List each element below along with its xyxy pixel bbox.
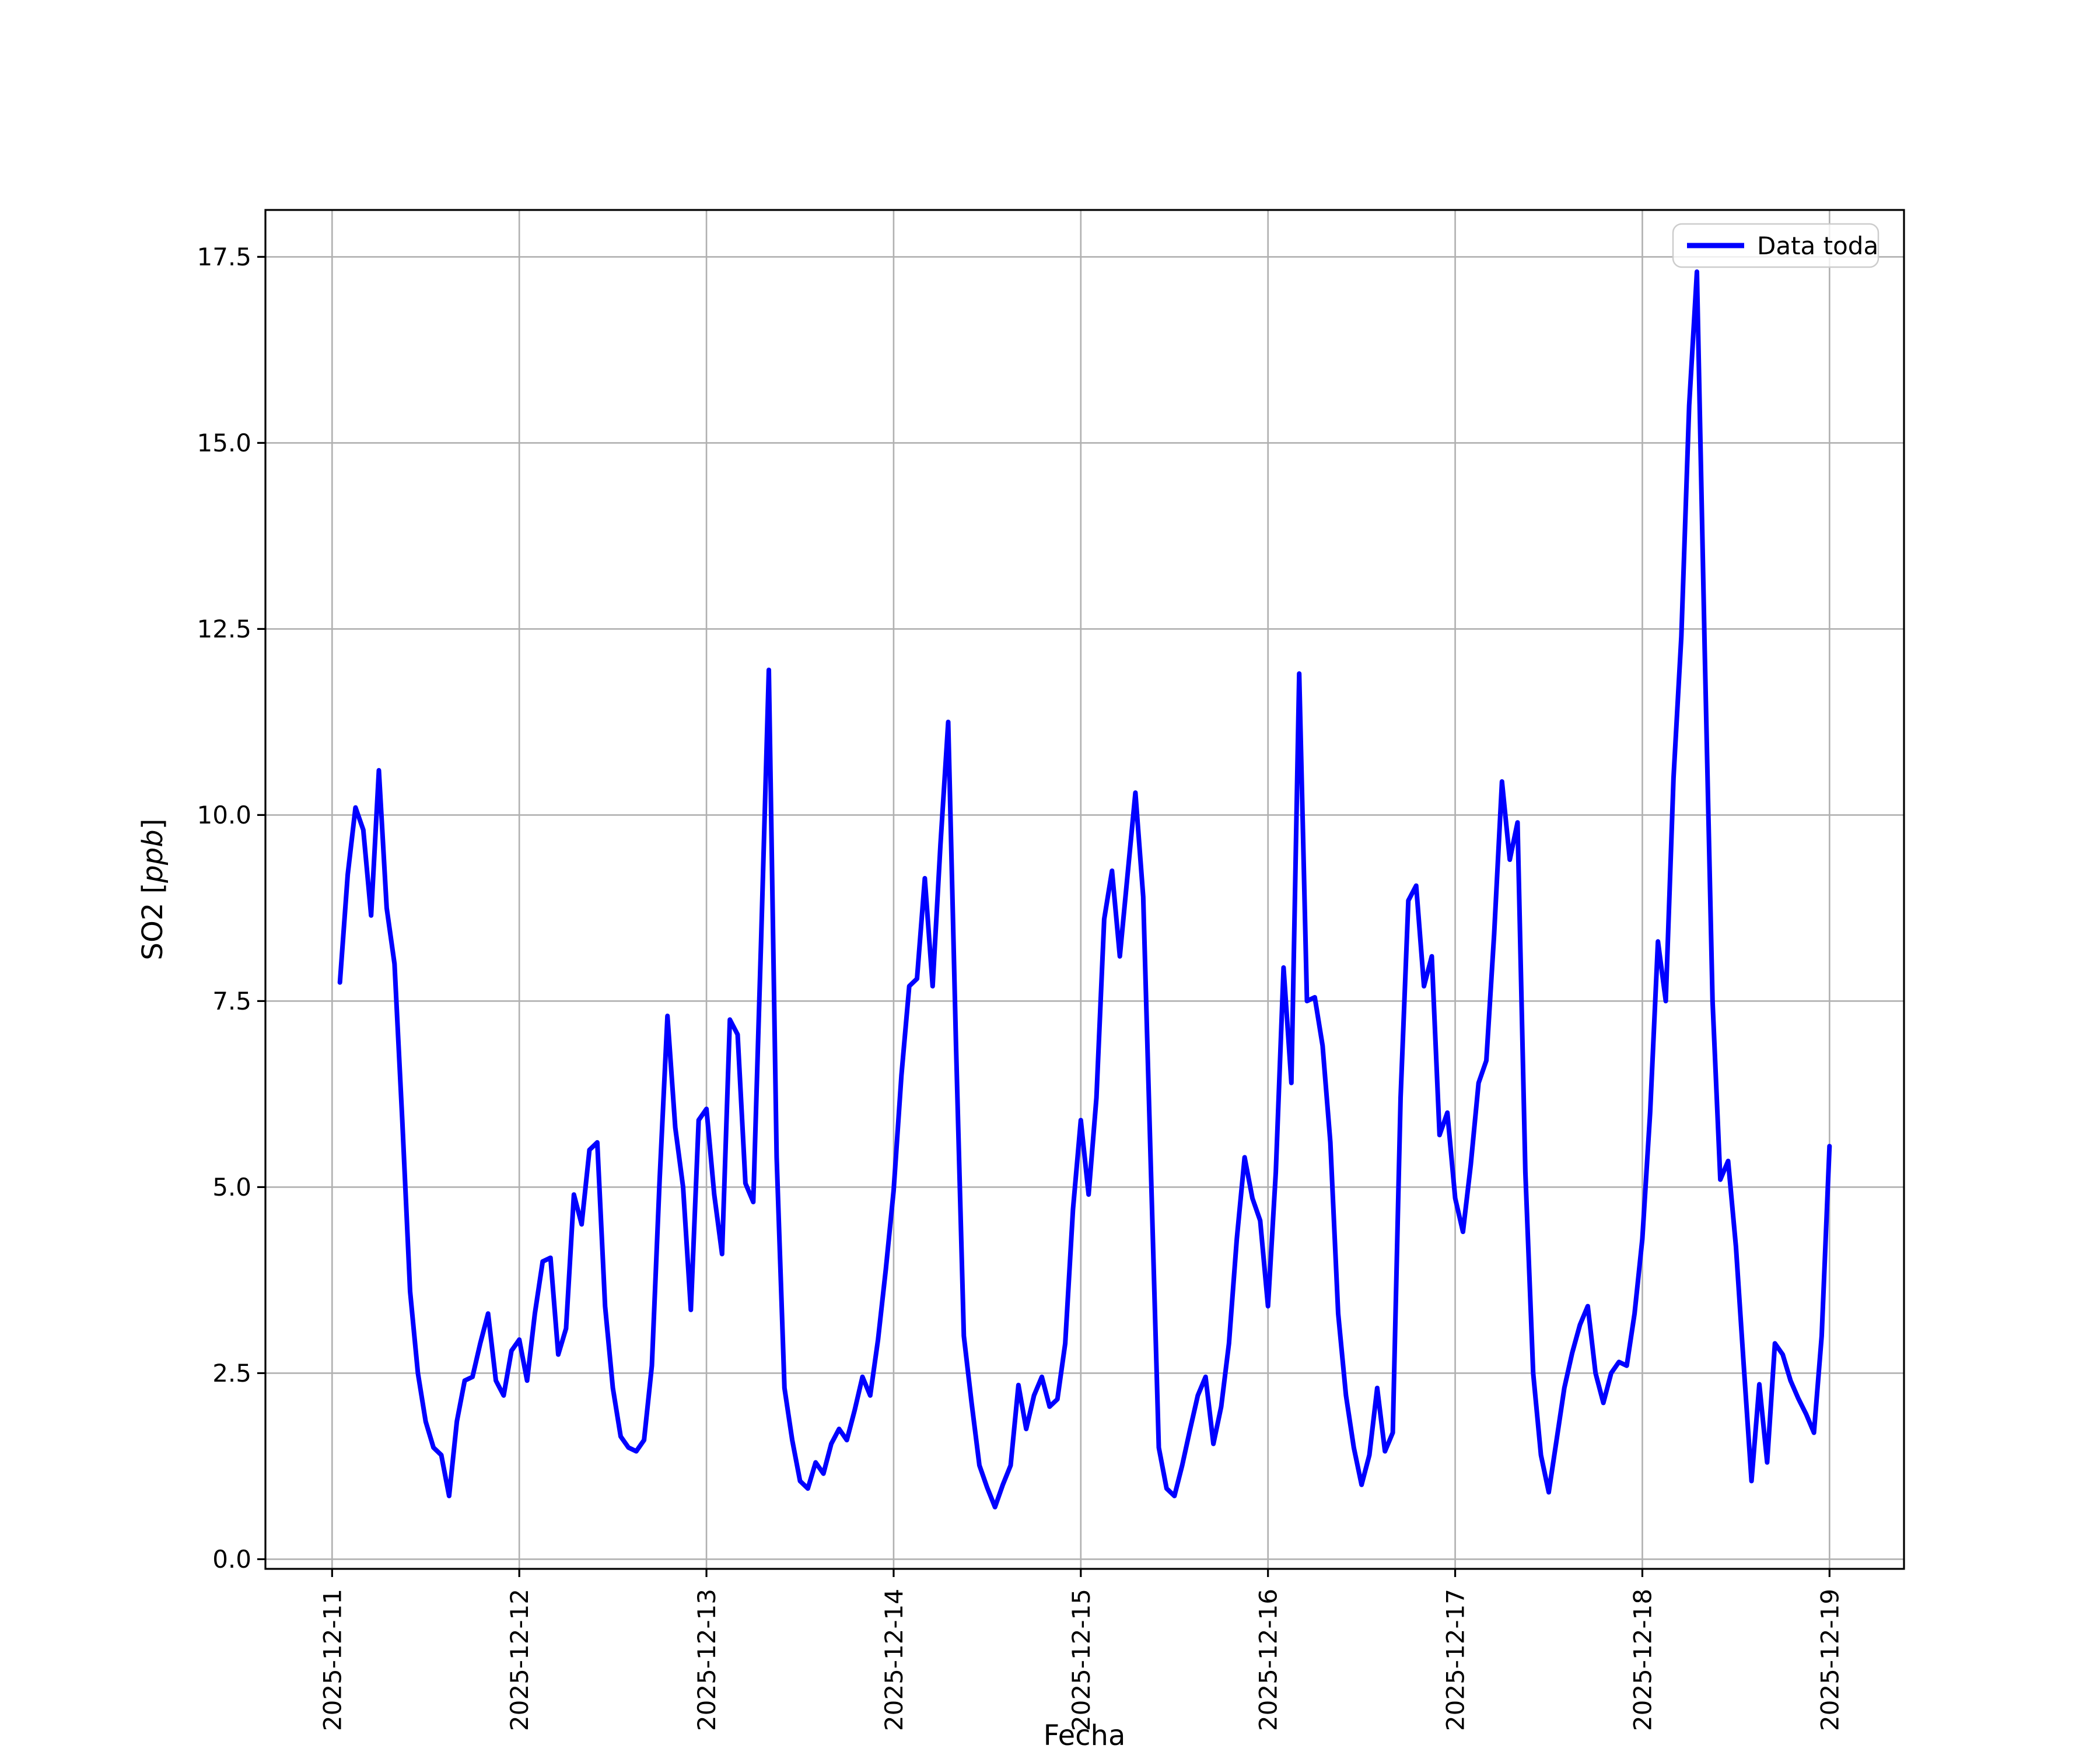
y-tick-label: 12.5 [197, 615, 251, 643]
x-tick-label: 2025-12-14 [880, 1589, 908, 1731]
y-tick-label: 2.5 [212, 1359, 251, 1387]
y-axis-label-prefix: SO2 [ [136, 883, 169, 961]
x-tick-label: 2025-12-17 [1441, 1589, 1470, 1731]
x-tick-label: 2025-12-13 [692, 1589, 721, 1731]
legend: Data toda [1672, 223, 1880, 268]
y-axis-label-suffix: ] [136, 819, 169, 830]
x-tick-label: 2025-12-16 [1254, 1589, 1283, 1731]
x-tick-label: 2025-12-15 [1067, 1589, 1096, 1731]
y-tick-label: 17.5 [197, 243, 251, 271]
data-series-layer [337, 269, 1832, 1510]
x-axis-label: Fecha [1044, 1719, 1126, 1750]
axes-spines [264, 209, 1905, 1570]
y-tick-label: 0.0 [212, 1545, 251, 1574]
x-tick-label: 2025-12-18 [1628, 1589, 1657, 1731]
y-axis-label-unit: ppb [136, 829, 169, 883]
legend-entry-label: Data toda [1757, 232, 1878, 260]
y-tick-label: 5.0 [212, 1173, 251, 1201]
y-axis-label: SO2 [ppb] [136, 819, 169, 961]
series-line-data-toda [337, 269, 1832, 1510]
y-tick-label: 7.5 [212, 987, 251, 1015]
axes-frame [264, 209, 1905, 1570]
y-tick-label: 15.0 [197, 429, 251, 457]
x-tick-label: 2025-12-11 [318, 1589, 346, 1731]
x-tick-label: 2025-12-12 [505, 1589, 534, 1731]
legend-box [1672, 223, 1880, 268]
grid-lines [265, 210, 1904, 1569]
x-tick-label: 2025-12-19 [1815, 1589, 1844, 1731]
y-tick-label: 10.0 [197, 801, 251, 829]
axis-ticks: 2025-12-11 2025-12-12 2025-12-13 2025-12-14… [197, 243, 1844, 1731]
